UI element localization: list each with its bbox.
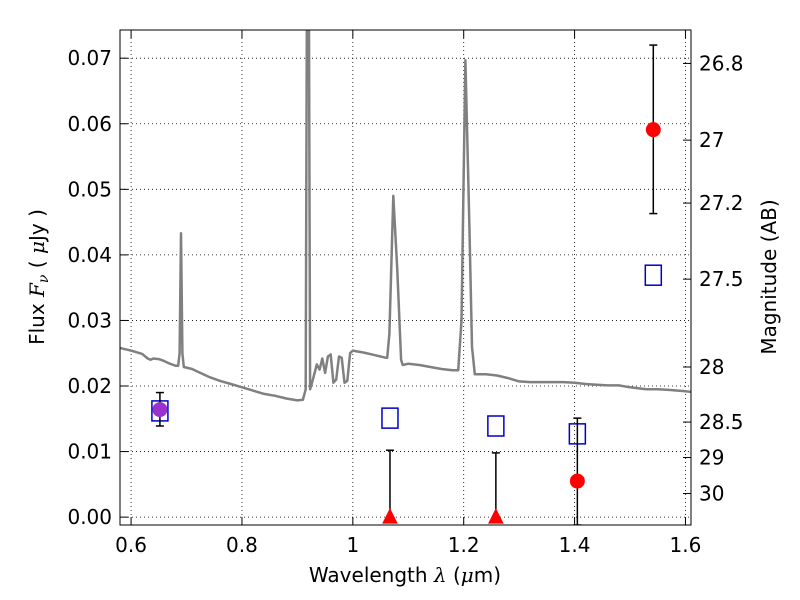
model-photometry-point <box>381 407 399 429</box>
upper-limit-marker <box>382 508 398 524</box>
y-tick-label: 0.00 <box>67 505 112 529</box>
grid <box>120 30 691 525</box>
y-tick-label: 0.07 <box>67 46 112 70</box>
y-tick-label: 0.03 <box>67 308 112 332</box>
mag-tick-label: 27.2 <box>699 191 744 215</box>
y-tick-label: 0.05 <box>67 177 112 201</box>
y-tick-label: 0.02 <box>67 374 112 398</box>
x-tick-label: 1.4 <box>559 533 591 557</box>
mag-tick-label: 27.5 <box>699 267 744 291</box>
y-tick-label: 0.01 <box>67 440 112 464</box>
x-tick-label: 1.2 <box>448 533 480 557</box>
mag-tick-label: 27 <box>699 128 724 152</box>
y-tick-label: 0.06 <box>67 112 112 136</box>
model-spectrum-layer <box>120 30 691 402</box>
x-tick-label: 1 <box>346 533 359 557</box>
mag-tick-label: 29 <box>699 445 724 469</box>
mag-tick-label: 28.5 <box>699 410 744 434</box>
observed-photometry-point <box>152 402 168 418</box>
model-photometry-point <box>487 415 505 437</box>
y2-axis-label: Magnitude (AB) <box>757 199 781 354</box>
upper-limit-marker <box>488 508 504 524</box>
x-tick-label: 1.6 <box>670 533 702 557</box>
observed-photometry-layer <box>152 44 661 525</box>
observed-photometry-point <box>569 473 585 489</box>
mag-tick-label: 26.8 <box>699 51 744 75</box>
model-spectrum-line <box>120 30 691 402</box>
x-tick-label: 0.6 <box>115 533 147 557</box>
axis-ticks: 0.6 0.8 1 1.2 1.4 1.6 0.00 0.01 0.02 0.03 0.04 0.05… <box>67 30 744 557</box>
mag-tick-label: 28 <box>699 355 724 379</box>
mag-tick-label: 30 <box>699 482 724 506</box>
x-tick-label: 0.8 <box>226 533 258 557</box>
observed-photometry-point <box>645 122 661 138</box>
model-photometry-point <box>644 264 663 286</box>
x-axis-label: Wavelength λ (μm) <box>309 563 501 587</box>
y-axis-label: Flux Fν ( μJy ) <box>25 209 52 345</box>
plot-frame <box>119 29 692 526</box>
y-tick-label: 0.04 <box>67 243 112 267</box>
